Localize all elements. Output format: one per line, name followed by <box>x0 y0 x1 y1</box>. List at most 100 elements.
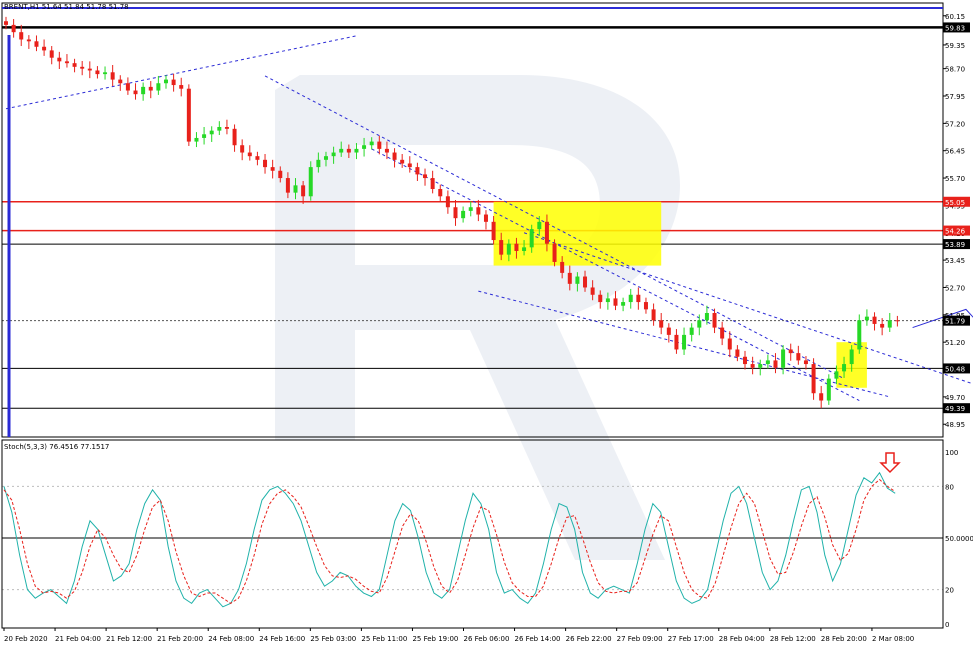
candle-body <box>765 360 770 365</box>
candle-body <box>811 364 816 394</box>
time-tick-label: 27 Feb 17:00 <box>668 635 714 643</box>
stoch-signal-line <box>3 478 896 604</box>
price-level-label: 49.39 <box>945 405 965 413</box>
candle-body <box>514 243 519 251</box>
candle-body <box>42 46 47 51</box>
time-tick-label: 2 Mar 08:00 <box>872 635 914 643</box>
stoch-tick-label: 50.0000 <box>945 535 973 543</box>
candle-body <box>232 128 237 146</box>
candle-body <box>781 349 786 368</box>
candle-body <box>224 127 229 129</box>
candle-body <box>87 68 92 71</box>
candle-body <box>682 334 687 350</box>
stoch-panel-frame <box>1 439 944 629</box>
trend-lower-line <box>371 148 860 401</box>
candle-body <box>11 24 16 33</box>
watermark-logo <box>275 75 680 560</box>
stoch-tick-label: 100 <box>945 449 958 457</box>
candle-body <box>263 159 268 168</box>
candle-body <box>400 159 405 164</box>
candle-body <box>834 371 839 379</box>
time-tick-label: 24 Feb 08:00 <box>208 635 254 643</box>
channel-b-upper-line <box>523 232 973 385</box>
candle-body <box>674 334 679 350</box>
price-tick-label: 60.15 <box>945 13 965 21</box>
candle-body <box>880 323 885 328</box>
candle-body <box>750 364 755 368</box>
candle-body <box>704 313 709 321</box>
candle-body <box>826 378 831 401</box>
candle-body <box>415 167 420 175</box>
candle-body <box>278 170 283 179</box>
candle-body <box>118 79 123 84</box>
stoch-tick-label: 0 <box>945 621 949 629</box>
price-tick-label: 49.70 <box>945 394 965 402</box>
candle-body <box>133 90 138 95</box>
candle-body <box>567 272 572 284</box>
stoch-main-line <box>3 471 896 608</box>
candle-body <box>331 152 336 157</box>
candle-body <box>453 207 458 219</box>
price-level-label: 59.83 <box>945 24 965 32</box>
candle-body <box>697 320 702 328</box>
candle-body <box>857 320 862 350</box>
time-tick-label: 28 Feb 12:00 <box>770 635 816 643</box>
candle-body <box>57 57 62 62</box>
candle-body <box>423 174 428 179</box>
candle-body <box>179 85 184 89</box>
candle-body <box>438 189 443 197</box>
candle-body <box>735 349 740 357</box>
candle-body <box>202 134 207 138</box>
candle-body <box>346 148 351 153</box>
candle-body <box>354 148 359 153</box>
time-tick-label: 25 Feb 19:00 <box>412 635 458 643</box>
time-tick-label: 24 Feb 16:00 <box>259 635 305 643</box>
candle-body <box>163 79 168 84</box>
candle-body <box>712 313 717 328</box>
candle-body <box>727 338 732 350</box>
candle-body <box>544 221 549 244</box>
time-tick-label: 25 Feb 03:00 <box>310 635 356 643</box>
candle-body <box>887 320 892 328</box>
candle-body <box>148 86 153 91</box>
candle-body <box>362 145 367 149</box>
price-tick-label: 48.95 <box>945 421 965 429</box>
candle-body <box>720 327 725 339</box>
trend-upper-line <box>264 75 845 380</box>
candle-body <box>666 327 671 335</box>
candle-body <box>651 309 656 321</box>
candle-body <box>293 185 298 193</box>
time-tick-label: 21 Feb 12:00 <box>106 635 152 643</box>
candle-body <box>247 152 252 157</box>
candle-body <box>156 83 161 91</box>
candle-body <box>407 163 412 168</box>
candle-body <box>583 276 588 288</box>
time-tick-label: 28 Feb 04:00 <box>719 635 765 643</box>
candle-body <box>621 302 626 306</box>
candle-body <box>103 72 108 75</box>
candle-body <box>529 229 534 248</box>
candle-body <box>872 316 877 324</box>
price-tick-label: 57.95 <box>945 93 965 101</box>
candle-body <box>590 287 595 295</box>
candle-body <box>255 156 260 160</box>
candle-body <box>285 178 290 193</box>
price-level-label: 51.79 <box>945 318 965 326</box>
candle-body <box>468 207 473 211</box>
candle-body <box>537 221 542 230</box>
candle-body <box>217 127 222 131</box>
price-level-label: 53.89 <box>945 241 965 249</box>
price-level-tag <box>943 363 970 374</box>
candle-body <box>476 207 481 215</box>
candle-body <box>209 130 214 135</box>
time-tick-label: 27 Feb 09:00 <box>617 635 663 643</box>
candle-body <box>392 152 397 160</box>
candle-body <box>339 148 344 153</box>
candle-body <box>369 141 374 146</box>
time-tick-label: 28 Feb 20:00 <box>821 635 867 643</box>
price-level-tag <box>943 22 970 33</box>
candle-body <box>308 167 313 197</box>
candle-body <box>605 298 610 303</box>
candle-body <box>499 240 504 255</box>
